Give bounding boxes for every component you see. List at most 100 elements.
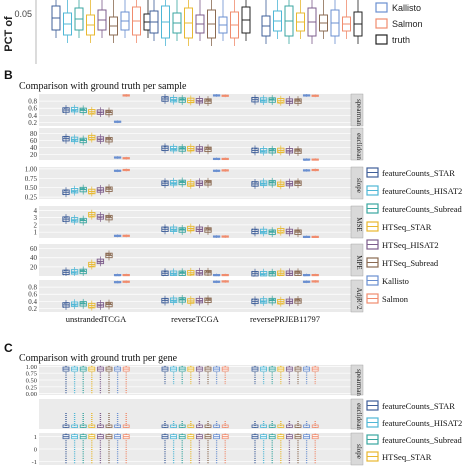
data-point bbox=[216, 158, 219, 161]
data-point bbox=[255, 147, 257, 150]
facet-strip bbox=[350, 279, 364, 313]
data-point bbox=[179, 147, 182, 149]
ytick-label: 0.4 bbox=[28, 298, 37, 306]
data-point bbox=[99, 304, 102, 307]
data-point bbox=[114, 121, 117, 123]
data-point bbox=[277, 151, 280, 153]
data-point bbox=[287, 183, 290, 185]
facet-strip-label: euclidean bbox=[355, 403, 363, 430]
data-point bbox=[207, 270, 209, 273]
ytick-label: 0.2 bbox=[28, 305, 37, 313]
data-point bbox=[63, 269, 66, 272]
data-point bbox=[215, 236, 217, 238]
data-point bbox=[199, 300, 201, 302]
data-point bbox=[279, 102, 281, 104]
data-point bbox=[123, 94, 125, 97]
data-point bbox=[91, 138, 93, 141]
data-point bbox=[307, 170, 309, 172]
box bbox=[285, 424, 293, 428]
data-point bbox=[298, 271, 301, 273]
data-point bbox=[174, 99, 177, 102]
data-point bbox=[279, 274, 281, 277]
data-point bbox=[312, 158, 314, 161]
box bbox=[97, 424, 104, 428]
data-point bbox=[264, 231, 266, 234]
data-point bbox=[71, 109, 73, 112]
data-point bbox=[261, 183, 264, 185]
data-point bbox=[80, 138, 82, 141]
box bbox=[213, 424, 221, 428]
data-point bbox=[71, 271, 73, 274]
data-point bbox=[297, 229, 300, 232]
data-point bbox=[287, 300, 290, 303]
data-point bbox=[107, 187, 109, 189]
data-point bbox=[260, 150, 262, 153]
data-point bbox=[225, 235, 227, 238]
data-point bbox=[208, 298, 210, 300]
data-point bbox=[97, 189, 99, 191]
data-point bbox=[115, 121, 118, 123]
data-point bbox=[123, 157, 125, 159]
data-point bbox=[287, 230, 290, 233]
data-point bbox=[97, 260, 99, 263]
data-point bbox=[82, 269, 85, 272]
data-point bbox=[296, 230, 298, 232]
data-point bbox=[306, 170, 308, 172]
data-point bbox=[270, 272, 272, 274]
data-point bbox=[172, 273, 174, 275]
data-point bbox=[280, 232, 282, 234]
data-point bbox=[92, 265, 94, 268]
data-point bbox=[89, 265, 92, 268]
data-point bbox=[277, 231, 280, 234]
box bbox=[62, 424, 70, 428]
data-point bbox=[109, 137, 112, 140]
data-point bbox=[218, 236, 220, 238]
data-point bbox=[125, 157, 128, 159]
data-point bbox=[297, 298, 300, 301]
x-category-label: reversePRJEB11797 bbox=[250, 314, 320, 324]
data-point bbox=[106, 137, 108, 140]
legend-a-key-kallisto bbox=[375, 2, 388, 13]
x-category-label: reverseTCGA bbox=[171, 314, 220, 324]
data-point bbox=[290, 273, 292, 275]
data-point bbox=[109, 110, 112, 112]
data-point bbox=[280, 185, 282, 188]
data-point bbox=[73, 109, 76, 112]
data-point bbox=[115, 157, 118, 159]
data-point bbox=[316, 95, 318, 97]
data-point bbox=[163, 270, 165, 273]
ytick-label: 0.8 bbox=[28, 98, 37, 106]
data-point bbox=[106, 187, 108, 189]
data-point bbox=[182, 228, 184, 230]
legend-a-label-kallisto: Kallisto bbox=[392, 3, 421, 13]
data-point bbox=[71, 304, 73, 306]
data-point bbox=[260, 273, 262, 276]
data-point bbox=[99, 138, 102, 141]
data-point bbox=[72, 304, 75, 306]
panel-a-ytick: 0.05 bbox=[14, 9, 32, 19]
data-point bbox=[251, 228, 254, 231]
data-point bbox=[71, 139, 73, 141]
data-point bbox=[72, 190, 75, 193]
data-point bbox=[182, 271, 184, 273]
data-point bbox=[118, 281, 120, 284]
data-point bbox=[216, 236, 219, 238]
data-point bbox=[316, 169, 318, 171]
data-point bbox=[125, 94, 128, 97]
data-point bbox=[123, 235, 125, 237]
data-point bbox=[181, 298, 183, 300]
data-point bbox=[313, 280, 315, 283]
data-point bbox=[98, 261, 100, 263]
data-point bbox=[108, 110, 110, 113]
data-point bbox=[173, 183, 175, 185]
data-point bbox=[303, 170, 306, 172]
data-point bbox=[62, 111, 65, 113]
data-point bbox=[312, 236, 314, 238]
data-point bbox=[171, 182, 173, 185]
data-point bbox=[264, 274, 266, 276]
data-point bbox=[108, 253, 110, 256]
data-point bbox=[127, 235, 129, 237]
data-point bbox=[73, 304, 76, 306]
